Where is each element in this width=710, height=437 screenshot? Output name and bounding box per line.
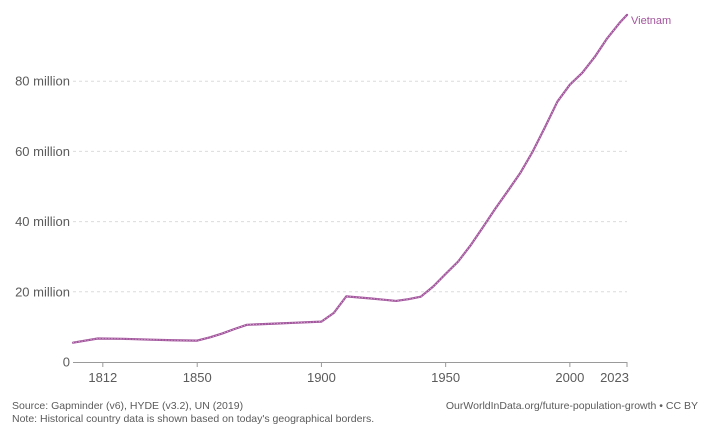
series-labels: Vietnam [631, 15, 671, 27]
grid-lines [73, 80, 627, 293]
x-tick-label: 1812 [88, 370, 117, 385]
series-label: Vietnam [631, 15, 671, 27]
x-tick-label: 1950 [431, 370, 460, 385]
y-tick-label: 40 million [15, 214, 70, 229]
footer-source: Source: Gapminder (v6), HYDE (v3.2), UN … [12, 400, 374, 426]
y-tick-label: 0 [63, 355, 70, 370]
x-tick-label: 2023 [600, 370, 629, 385]
footer-credit[interactable]: OurWorldInData.org/future-population-gro… [446, 400, 698, 413]
note-text: Note: Historical country data is shown b… [12, 413, 375, 425]
series-line-vietnam[interactable] [71, 13, 629, 344]
credit-link[interactable]: OurWorldInData.org/future-population-gro… [445, 400, 698, 412]
y-tick-label: 20 million [15, 284, 70, 299]
x-axis-tick-labels: 1812 1850 1900 1950 2000 2023 [88, 362, 629, 385]
population-line-chart: 0 20 million 40 million 60 million 80 millio… [15, 13, 671, 385]
series-lines[interactable] [71, 13, 629, 344]
y-tick-label: 60 million [15, 144, 70, 159]
x-tick-label: 1850 [183, 370, 212, 385]
source-text: Source: Gapminder (v6), HYDE (v3.2), UN … [12, 400, 244, 412]
series-line-texture [72, 14, 628, 344]
y-axis-tick-labels: 0 20 million 40 million 60 million 80 millio… [15, 74, 70, 370]
y-tick-label: 80 million [15, 74, 70, 89]
x-tick-label: 2000 [555, 370, 584, 385]
x-tick-label: 1900 [307, 370, 336, 385]
